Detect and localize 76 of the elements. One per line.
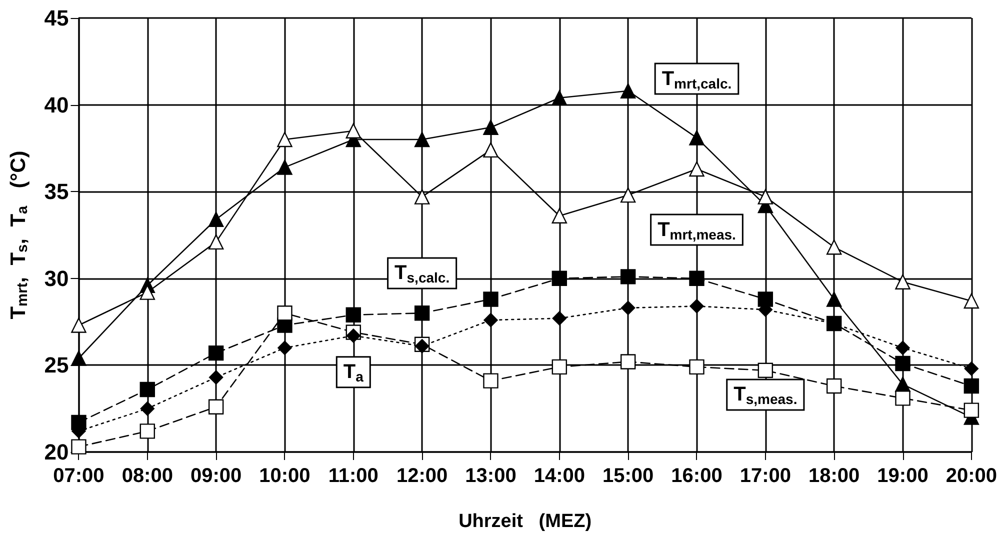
point [620, 269, 636, 284]
point [690, 299, 704, 314]
point [208, 345, 224, 361]
point [964, 378, 980, 394]
x-tick-label: 08:00 [122, 465, 173, 487]
x-tick-label: 13:00 [465, 465, 516, 487]
point [414, 132, 430, 148]
x-tick-label: 10:00 [259, 465, 310, 487]
point [346, 328, 360, 343]
point [483, 292, 498, 307]
point [208, 234, 224, 250]
point [552, 270, 568, 286]
point [896, 340, 910, 355]
point [895, 356, 910, 372]
point [208, 399, 224, 414]
point [964, 293, 980, 309]
point [208, 212, 224, 227]
y-tick-label: 35 [44, 179, 69, 204]
point [895, 390, 910, 406]
x-axis-title: Uhrzeit (MEZ) [458, 511, 592, 532]
y-tick-label: 45 [44, 6, 69, 30]
point [140, 284, 155, 300]
x-tick-label: 09:00 [190, 465, 242, 487]
point [552, 359, 568, 375]
x-tick-label: 07:00 [53, 465, 104, 487]
point [140, 424, 155, 439]
point [620, 187, 636, 203]
x-tick-label: 12:00 [396, 465, 448, 487]
point [758, 189, 774, 204]
point [277, 160, 292, 175]
point [826, 378, 842, 394]
x-tick-label: 18:00 [808, 465, 860, 487]
point [483, 142, 498, 158]
point [826, 292, 842, 307]
point [277, 132, 292, 148]
point [346, 123, 361, 138]
point [964, 362, 979, 376]
x-tick-label: 19:00 [877, 465, 928, 487]
point [552, 90, 568, 106]
point [346, 307, 361, 322]
point [71, 318, 86, 333]
point [483, 373, 498, 388]
y-tick-label: 20 [44, 440, 69, 464]
point [483, 120, 498, 135]
point [758, 292, 774, 307]
y-axis-title: Tmrt, Ts, Ta (°C) [7, 150, 32, 320]
x-tick-label: 20:00 [946, 465, 997, 487]
point [620, 354, 636, 370]
point [689, 270, 704, 286]
point [140, 402, 154, 416]
point [620, 300, 636, 316]
point [620, 83, 636, 99]
x-tick-label: 16:00 [671, 465, 722, 487]
point [689, 130, 704, 146]
point [484, 312, 498, 328]
point [826, 240, 842, 255]
point [414, 189, 430, 204]
point [689, 161, 704, 177]
point [414, 306, 430, 321]
x-tick-label: 17:00 [740, 465, 791, 487]
y-tick-label: 25 [44, 352, 69, 378]
point [552, 208, 568, 224]
point [140, 382, 155, 398]
x-tick-label: 15:00 [602, 465, 654, 487]
point [278, 340, 292, 355]
point [964, 402, 980, 418]
point [758, 362, 774, 378]
x-tick-label: 11:00 [328, 465, 378, 487]
x-tick-label: 14:00 [534, 465, 585, 487]
point [689, 359, 704, 375]
point [277, 306, 292, 321]
point [895, 274, 910, 290]
point [552, 311, 567, 326]
y-tick-label: 30 [44, 266, 69, 291]
point [208, 370, 224, 384]
y-tick-label: 40 [44, 92, 69, 118]
